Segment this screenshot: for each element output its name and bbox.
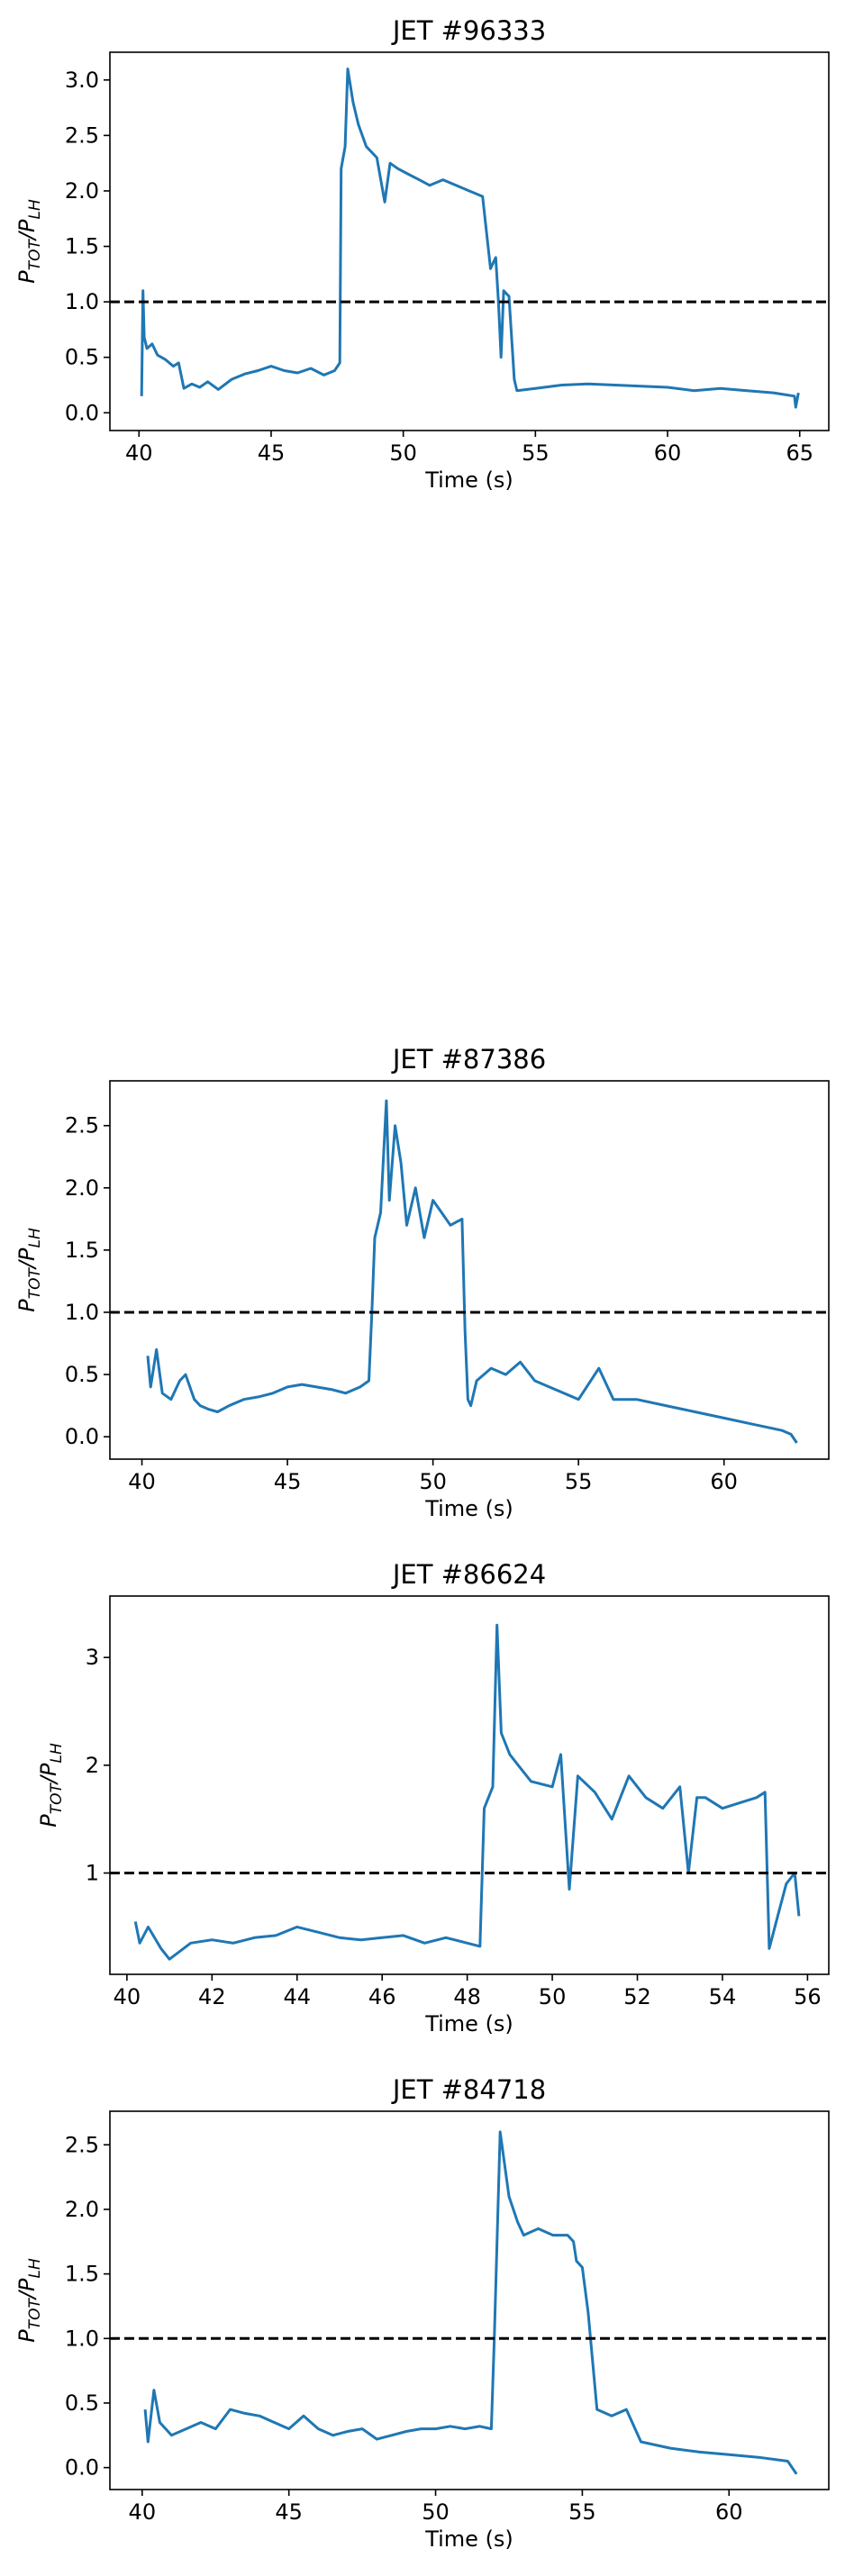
- x-tick-label: 44: [283, 1984, 311, 2009]
- plot-frame: [109, 51, 830, 431]
- chart-jet-86624: JET #86624 40 42 44 46 48 50 52 54 56 1 2 3 Time (s) P…: [0, 1540, 845, 2063]
- y-axis-label: PTOT/PLH: [36, 1743, 66, 1828]
- chart-title: JET #86624: [391, 1559, 546, 1590]
- y-tick-label: 1.0: [65, 289, 99, 314]
- y-tick-label: 1.5: [65, 1238, 99, 1263]
- x-tick-label: 50: [539, 1984, 567, 2009]
- chart-svg: JET #87386 40 45 50 55 60 0.0 0.5 1.0 1.5 2.0 2.5 Ti…: [14, 1044, 830, 1521]
- chart-svg: JET #84718 40 45 50 55 60 0.0 0.5 1.0 1.5 2.0 2.5 Ti…: [14, 2074, 830, 2552]
- plot-frame: [109, 2110, 830, 2490]
- x-tick-label: 50: [419, 1469, 447, 1494]
- y-tick-label: 0.0: [65, 2455, 99, 2481]
- chart-svg: JET #96333 40 45 50 55 60 65 0.0 0.5 1.0 1.5 2.0 2.5…: [14, 15, 830, 493]
- series-line-0: [146, 1099, 798, 1444]
- y-tick-label: 0.0: [65, 400, 99, 425]
- x-tick-label: 60: [715, 2499, 743, 2525]
- x-tick-label: 50: [389, 440, 417, 466]
- y-tick-label: 2.0: [65, 178, 99, 204]
- series-line-0: [143, 2130, 798, 2475]
- y-tick-label: 1.0: [65, 2326, 99, 2351]
- chart-jet-96333: JET #96333 40 45 50 55 60 65 0.0 0.5 1.0 1.5 2.0 2.5…: [0, 0, 845, 513]
- y-tick-label: 0.5: [65, 2390, 99, 2416]
- series-line-0: [133, 1623, 801, 1961]
- x-tick-label: 42: [198, 1984, 226, 2009]
- x-tick-label: 56: [794, 1984, 822, 2009]
- x-tick-label: 65: [786, 440, 813, 466]
- chart-title: JET #96333: [391, 15, 546, 46]
- x-axis-label: Time (s): [424, 2526, 513, 2552]
- x-tick-label: 54: [709, 1984, 737, 2009]
- y-tick-label: 2.5: [65, 2132, 99, 2157]
- x-tick-label: 45: [258, 440, 286, 466]
- y-tick-label: 1.5: [65, 234, 99, 259]
- y-tick-label: 0.0: [65, 1424, 99, 1449]
- x-tick-label: 40: [125, 440, 153, 466]
- chart-svg: JET #86624 40 42 44 46 48 50 52 54 56 1 2 3 Time (s) P…: [36, 1559, 830, 2036]
- y-axis-label: PTOT/PLH: [14, 2258, 44, 2343]
- y-tick-label: 1: [86, 1861, 99, 1886]
- x-axis-label: Time (s): [424, 2011, 513, 2036]
- y-tick-label: 2.5: [65, 122, 99, 148]
- x-tick-label: 45: [274, 1469, 302, 1494]
- x-axis-label: Time (s): [424, 1496, 513, 1521]
- y-tick-label: 2.5: [65, 1113, 99, 1138]
- plot-frame: [109, 1080, 830, 1460]
- y-tick-label: 2.0: [65, 2197, 99, 2222]
- y-tick-label: 1.5: [65, 2262, 99, 2287]
- y-axis-label: PTOT/PLH: [14, 1228, 44, 1312]
- x-axis-label: Time (s): [424, 467, 513, 493]
- x-tick-label: 40: [114, 1984, 141, 2009]
- chart-jet-87386: JET #87386 40 45 50 55 60 0.0 0.5 1.0 1.5 2.0 2.5 Ti…: [0, 1027, 845, 1540]
- x-tick-label: 40: [128, 1469, 156, 1494]
- chart-title: JET #84718: [391, 2074, 546, 2105]
- y-axis-label: PTOT/PLH: [14, 199, 44, 284]
- y-tick-label: 2: [86, 1753, 99, 1778]
- x-tick-label: 55: [565, 1469, 593, 1494]
- chart-jet-84718: JET #84718 40 45 50 55 60 0.0 0.5 1.0 1.5 2.0 2.5 Ti…: [0, 2063, 845, 2576]
- x-tick-label: 55: [522, 440, 550, 466]
- x-tick-label: 46: [368, 1984, 396, 2009]
- y-tick-label: 0.5: [65, 1362, 99, 1387]
- plot-frame: [109, 1595, 830, 1975]
- x-tick-label: 50: [422, 2499, 450, 2525]
- x-tick-label: 60: [654, 440, 682, 466]
- y-tick-label: 2.0: [65, 1175, 99, 1201]
- y-tick-label: 3: [86, 1645, 99, 1670]
- y-tick-label: 1.0: [65, 1300, 99, 1325]
- x-tick-label: 52: [623, 1984, 651, 2009]
- y-tick-label: 0.5: [65, 345, 99, 370]
- x-tick-label: 55: [568, 2499, 596, 2525]
- x-tick-label: 60: [710, 1469, 738, 1494]
- x-tick-label: 48: [453, 1984, 481, 2009]
- chart-title: JET #87386: [391, 1044, 546, 1075]
- x-tick-label: 45: [275, 2499, 303, 2525]
- y-tick-label: 3.0: [65, 68, 99, 93]
- series-line-0: [140, 68, 800, 409]
- x-tick-label: 40: [129, 2499, 157, 2525]
